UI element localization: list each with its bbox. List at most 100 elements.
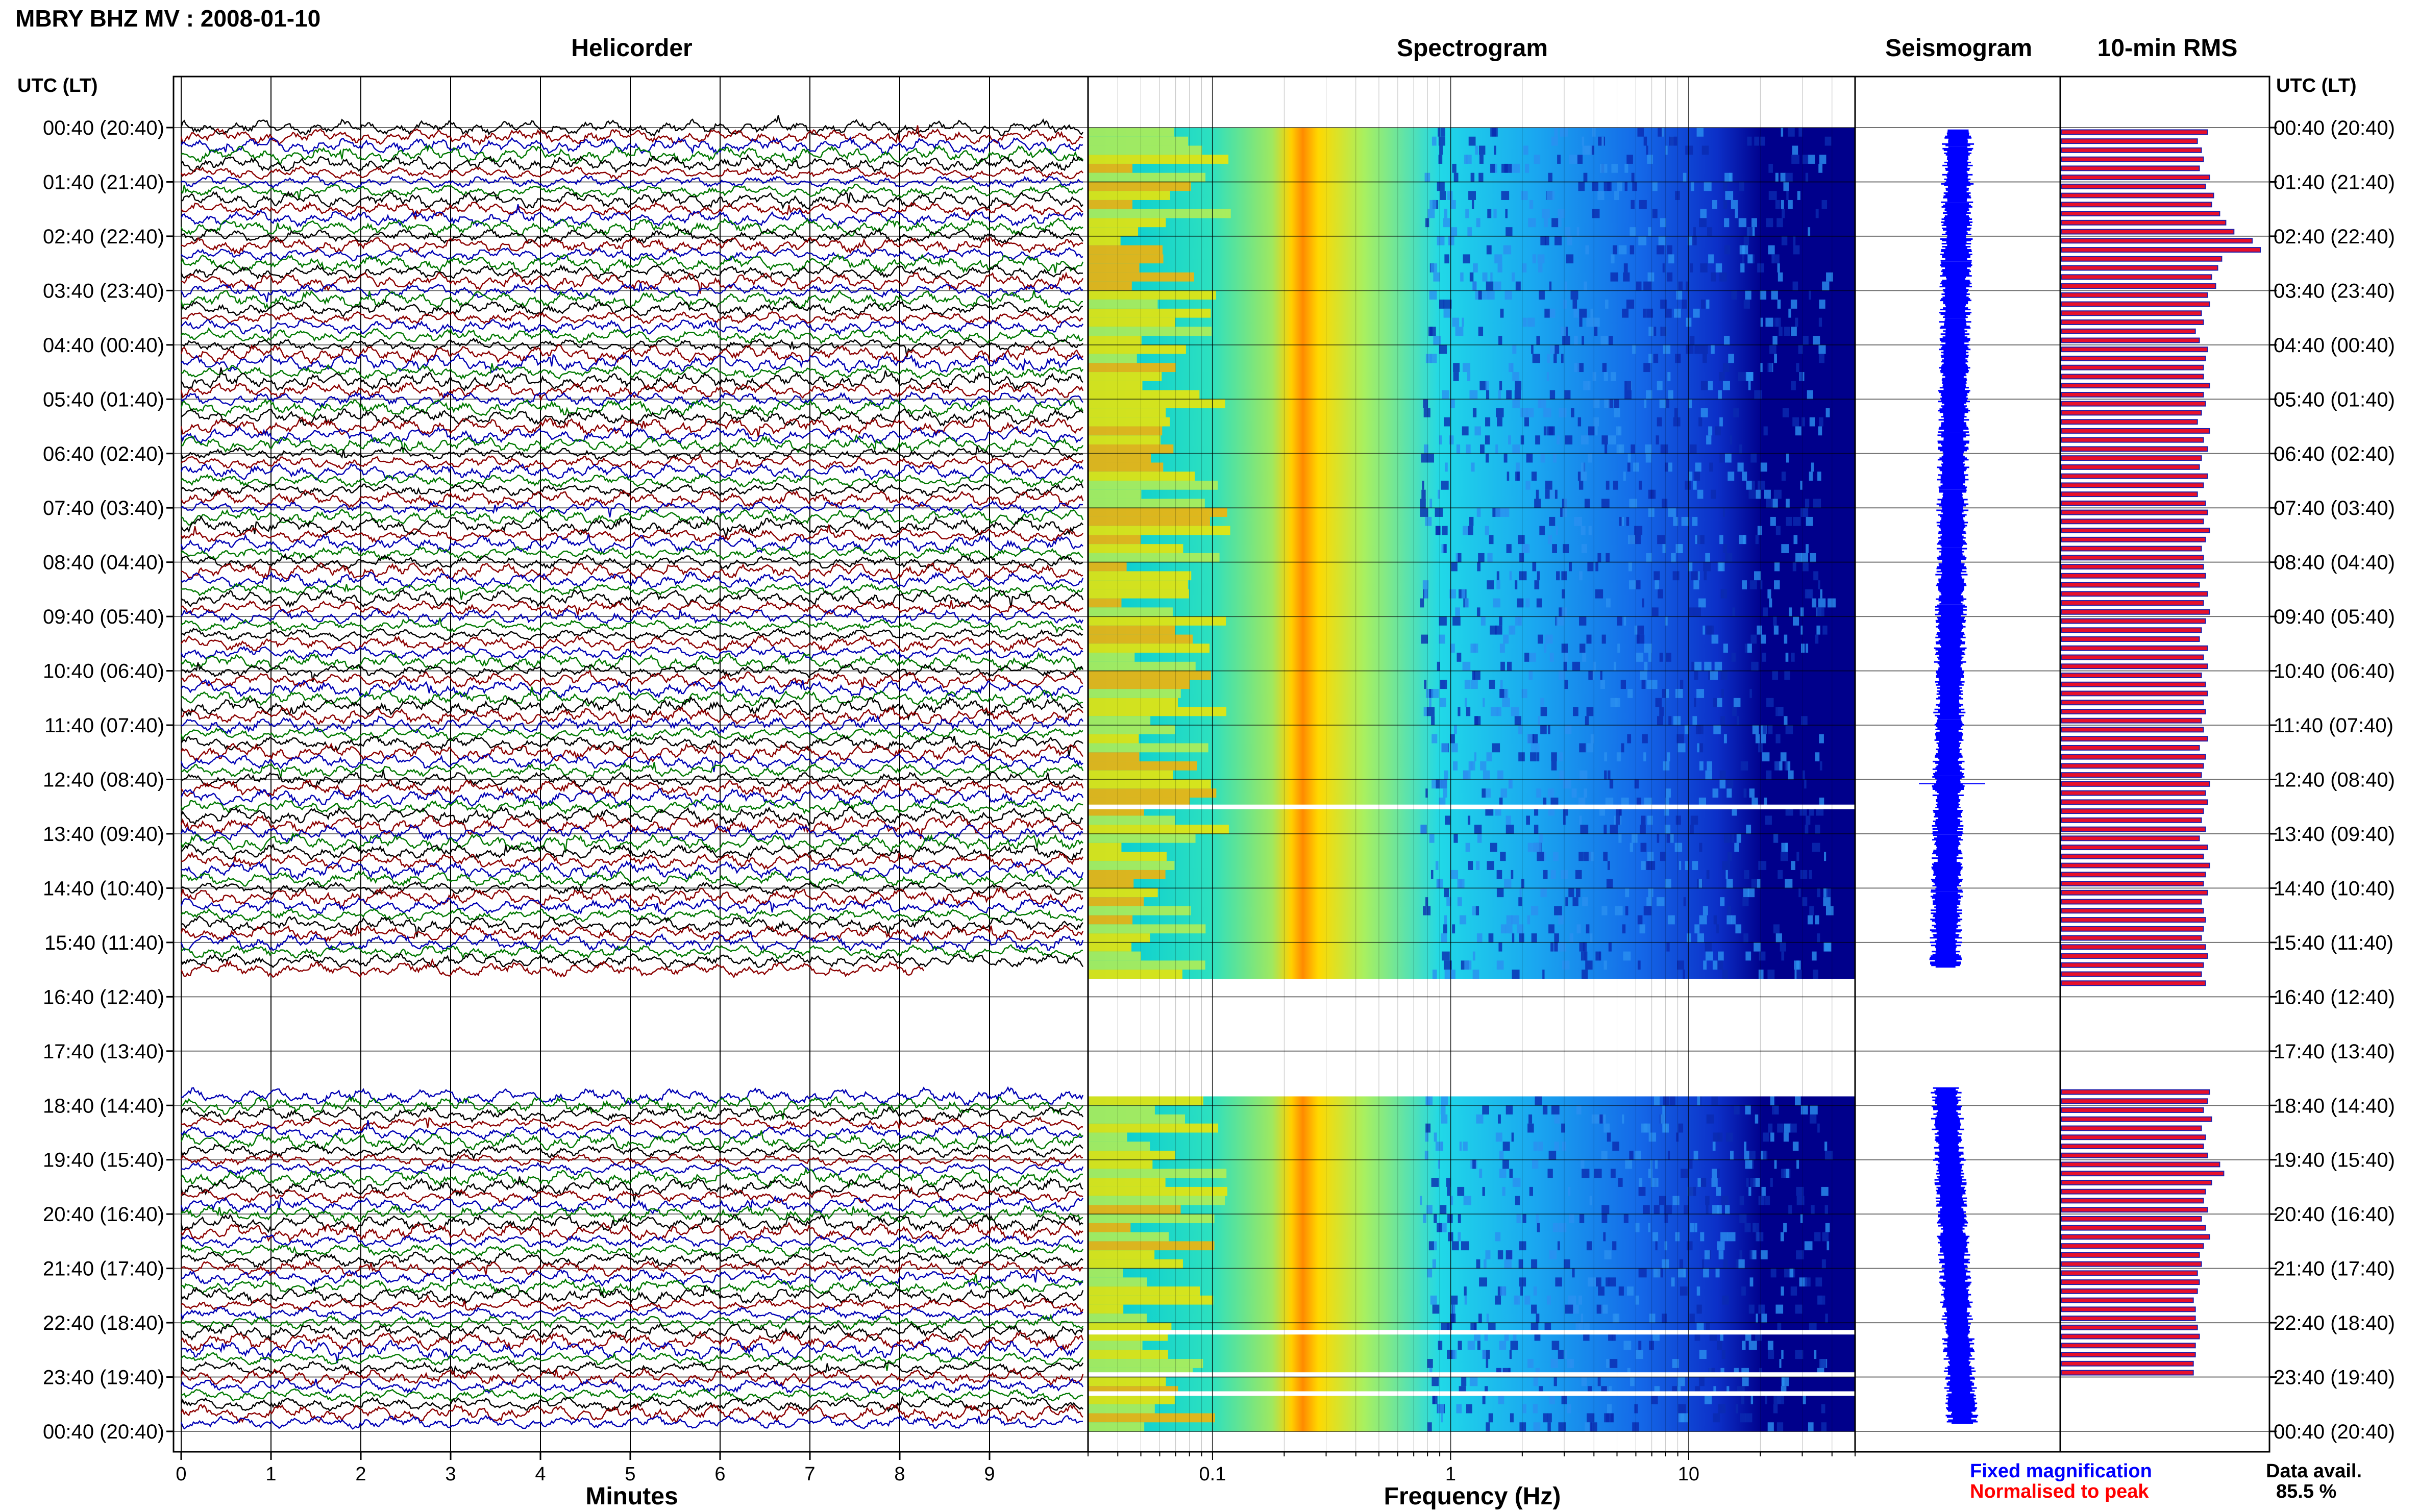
spectrogram-speckle <box>1819 1359 1826 1369</box>
spectrogram-speckle <box>1767 1422 1774 1432</box>
spectrogram-speckle <box>1514 716 1522 726</box>
spectrogram-speckle <box>1425 1132 1429 1142</box>
helicorder-trace <box>181 1339 1083 1364</box>
spectrogram-speckle <box>1479 381 1487 391</box>
spectrogram-speckle <box>1508 779 1512 789</box>
seismogram-trace <box>1919 129 1985 1424</box>
spectrogram-speckle <box>1809 290 1811 300</box>
spectrogram-row <box>1088 236 1855 246</box>
spectrogram-speckle <box>1700 263 1708 273</box>
helicorder-trace <box>181 546 1083 561</box>
spectrogram-row <box>1088 1205 1855 1214</box>
spectrogram-speckle <box>1588 453 1592 463</box>
spectrogram-speckle <box>1545 489 1550 499</box>
spectrogram-speckle <box>1821 200 1828 210</box>
spectrogram-speckle <box>1579 571 1583 581</box>
spectrogram-speckle <box>1786 499 1790 508</box>
spectrogram-speckle <box>1609 1359 1618 1369</box>
spectrogram-speckle <box>1603 182 1612 191</box>
helicorder-trace <box>181 228 1084 245</box>
rms-bar <box>2061 881 2204 887</box>
spectrogram-speckle <box>1676 734 1684 744</box>
spectrogram-speckle <box>1473 643 1476 653</box>
spectrogram-row <box>1088 571 1855 581</box>
spectrogram-speckle <box>1731 833 1734 844</box>
spectrogram-speckle <box>1461 589 1466 599</box>
spectrogram-speckle <box>1691 661 1695 672</box>
spectrogram-speckle <box>1694 472 1700 481</box>
spectrogram-speckle <box>1444 254 1449 264</box>
spectrogram-speckle <box>1658 128 1664 137</box>
spectrogram-speckle <box>1553 354 1557 363</box>
spectrogram-speckle <box>1623 616 1626 626</box>
spectrogram-speckle <box>1586 1241 1592 1251</box>
spectrogram-speckle <box>1534 580 1540 590</box>
spectrogram-lowfreq-patch <box>1088 399 1225 409</box>
spectrogram-speckle <box>1572 897 1578 907</box>
spectrogram-speckle <box>1588 381 1591 391</box>
spectrogram-speckle <box>1785 172 1793 182</box>
spectrogram-speckle <box>1497 263 1502 273</box>
spectrogram-speckle <box>1531 472 1537 481</box>
spectrogram-speckle <box>1642 598 1644 608</box>
spectrogram-speckle <box>1453 761 1458 771</box>
spectrogram-row <box>1088 653 1855 662</box>
spectrogram-speckle <box>1721 689 1724 699</box>
spectrogram-speckle <box>1502 1159 1509 1169</box>
spectrogram-speckle <box>1422 580 1429 590</box>
helicorder-trace <box>181 300 1083 320</box>
spectrogram-speckle <box>1730 1150 1734 1160</box>
spectrogram-speckle <box>1634 779 1639 789</box>
spectrogram-speckle <box>1783 1223 1787 1233</box>
spectrogram-speckle <box>1704 1395 1712 1405</box>
spectrogram-speckle <box>1519 888 1522 898</box>
spectrogram-speckle <box>1445 462 1448 472</box>
helicorder-trace <box>180 136 1083 156</box>
spectrogram-speckle <box>1640 671 1647 680</box>
spectrogram-lowfreq-patch <box>1088 354 1137 363</box>
spectrogram-speckle <box>1650 1178 1659 1187</box>
time-labels-right: 00:40 (20:40)01:40 (21:40)02:40 (22:40)0… <box>2274 117 2395 1443</box>
rms-bar <box>2061 627 2202 633</box>
spectrogram-speckle <box>1474 1323 1476 1332</box>
spectrogram-speckle <box>1652 327 1657 336</box>
spectrogram-speckle <box>1809 1114 1817 1124</box>
spectrogram-speckle <box>1579 317 1583 327</box>
spectrogram-speckle <box>1463 770 1469 780</box>
spectrogram-speckle <box>1628 535 1636 544</box>
spectrogram-speckle <box>1464 598 1469 608</box>
spectrogram-speckle <box>1780 752 1787 762</box>
spectrogram-speckle <box>1721 1350 1726 1359</box>
spectrogram-speckle <box>1770 1178 1773 1187</box>
spectrogram-speckle <box>1739 444 1742 454</box>
spectrogram-speckle <box>1559 1223 1567 1233</box>
spectrogram-speckle <box>1739 1214 1747 1224</box>
spectrogram-speckle <box>1431 734 1438 744</box>
spectrogram-row <box>1088 1232 1855 1242</box>
spectrogram-speckle <box>1817 888 1820 898</box>
spectrogram-speckle <box>1796 1250 1804 1260</box>
spectrogram-speckle <box>1566 254 1574 264</box>
spectrogram-speckle <box>1790 1286 1797 1296</box>
spectrogram-speckle <box>1732 806 1737 816</box>
rms-bar <box>2061 528 2210 534</box>
figure-title: MBRY BHZ MV : 2008-01-10 <box>15 5 320 32</box>
helicorder-trace <box>180 908 1083 922</box>
spectrogram-speckle <box>1744 1223 1751 1233</box>
spectrogram-speckle <box>1604 770 1607 780</box>
spectrogram-row <box>1088 209 1855 218</box>
spectrogram-speckle <box>1515 381 1522 391</box>
spectrogram-speckle <box>1817 933 1820 943</box>
spectrogram-speckle <box>1655 1159 1658 1169</box>
spectrogram-speckle <box>1427 1359 1433 1369</box>
spectrogram-speckle <box>1445 815 1450 825</box>
spectrogram-speckle <box>1581 1159 1585 1169</box>
helicorder-trace <box>181 507 1084 526</box>
spectrogram-row <box>1088 689 1855 699</box>
helicorder-trace <box>180 678 1083 699</box>
spectrogram-speckle <box>1599 1114 1604 1124</box>
spectrogram-speckle <box>1669 136 1677 146</box>
spectrogram-speckle <box>1702 625 1705 635</box>
spectrogram-speckle <box>1764 1132 1769 1142</box>
time-label-right: 10:40 (06:40) <box>2274 660 2395 683</box>
